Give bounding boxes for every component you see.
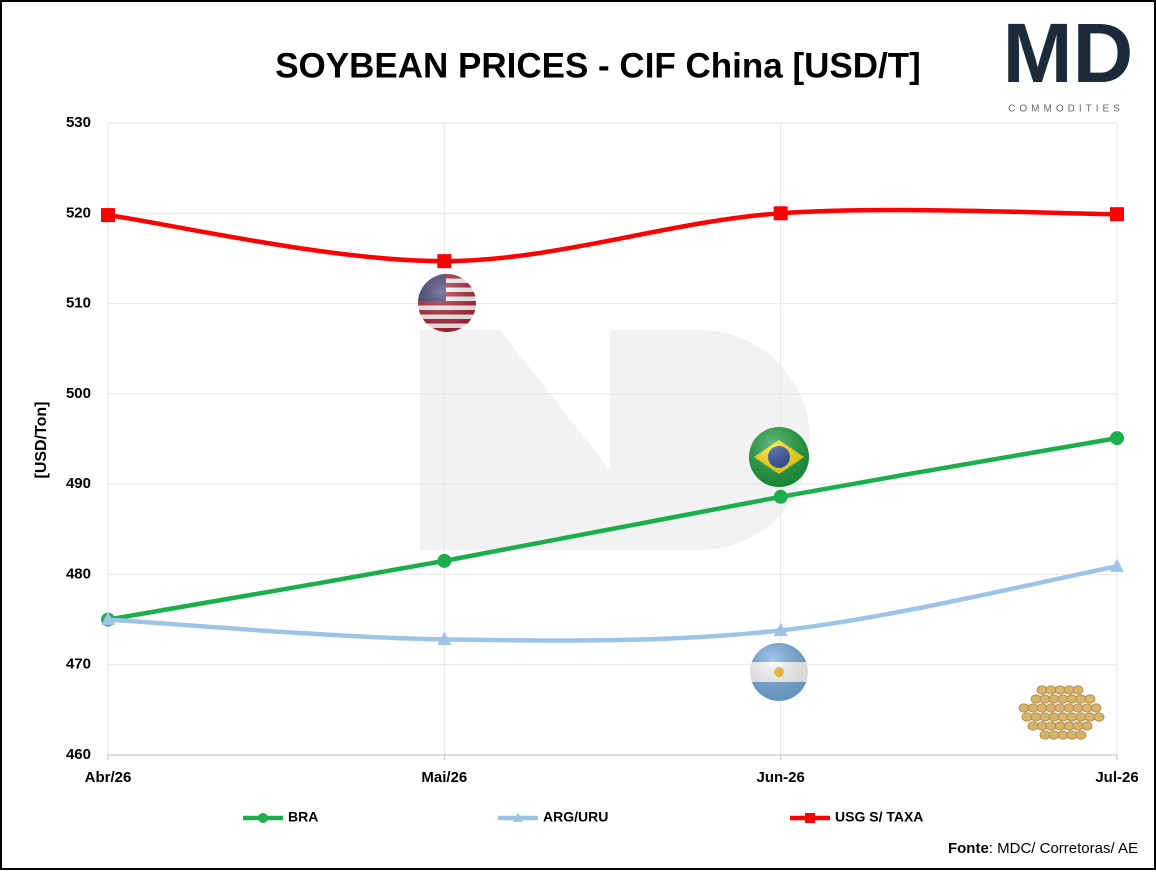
bean: [1066, 694, 1078, 704]
bean: [1072, 721, 1084, 731]
marker: [513, 812, 523, 822]
bean: [1048, 712, 1060, 722]
plot-area: 460 470 480 490 500 510 520 530 Abr/26 Mai/26 Jun-…: [66, 114, 1139, 786]
y-tick-label: 500: [66, 385, 91, 402]
bean: [1039, 694, 1051, 704]
bean: [1054, 703, 1066, 713]
legend-label: USG S/ TAXA: [835, 809, 923, 825]
bean: [1057, 712, 1069, 722]
bean: [1030, 712, 1042, 722]
marker: [773, 206, 788, 221]
bean: [1066, 730, 1078, 740]
bean: [1057, 730, 1069, 740]
y-axis-label: [USD/Ton]: [33, 401, 50, 478]
bean: [1084, 712, 1096, 722]
watermark: ​: [420, 330, 810, 550]
marker: [258, 813, 268, 823]
bean: [1072, 703, 1084, 713]
bean: [1045, 685, 1057, 695]
bean: [1045, 703, 1057, 713]
bean: [1018, 703, 1030, 713]
logo: MD COMMODITIES: [1003, 6, 1134, 114]
bean: [1027, 721, 1039, 731]
bean: [1054, 685, 1066, 695]
bean: [1027, 703, 1039, 713]
bean: [1066, 712, 1078, 722]
marker: [773, 489, 788, 504]
source: Fonte: MDC/ Corretoras/ AE: [948, 840, 1138, 857]
marker: [437, 254, 452, 269]
bean: [1081, 703, 1093, 713]
bean: [1036, 721, 1048, 731]
y-tick-label: 470: [66, 656, 91, 673]
bean: [1063, 721, 1075, 731]
marker: [437, 631, 452, 646]
x-tick-label: Abr/26: [85, 769, 132, 786]
y-tick-label: 480: [66, 565, 91, 582]
bean: [1045, 721, 1057, 731]
bean: [1090, 703, 1102, 713]
logo-mark: MD: [1003, 6, 1134, 100]
argentina-flag: [750, 643, 808, 701]
bean: [1054, 721, 1066, 731]
marker: [1110, 558, 1124, 572]
us-flag: [418, 274, 476, 332]
bean: [1039, 712, 1051, 722]
y-tick-label: 510: [66, 295, 91, 312]
y-tick-label: 530: [66, 114, 91, 131]
marker: [101, 611, 115, 626]
x-tick-label: Mai/26: [421, 769, 467, 786]
bean: [1036, 703, 1048, 713]
bean: [1063, 703, 1075, 713]
marker: [1110, 431, 1124, 446]
bean: [1039, 730, 1051, 740]
marker: [437, 553, 452, 568]
brazil-flag: [749, 427, 809, 487]
marker: [773, 622, 788, 637]
bean: [1063, 685, 1075, 695]
y-tick-label: 490: [66, 475, 91, 492]
bean: [1030, 694, 1042, 704]
bean: [1021, 712, 1033, 722]
bean: [1081, 721, 1093, 731]
series-line: [107, 435, 1118, 622]
legend-label: BRA: [288, 809, 318, 825]
marker: [805, 813, 815, 823]
bean: [1072, 685, 1084, 695]
bean: [1048, 730, 1060, 740]
source-text: : MDC/ Corretoras/ AE: [989, 840, 1138, 857]
bean: [1093, 712, 1105, 722]
bean: [1075, 694, 1087, 704]
x-tick-label: Jul-26: [1095, 769, 1138, 786]
marker: [1110, 207, 1124, 222]
source-label: Fonte: [948, 840, 989, 857]
logo-tagline: COMMODITIES: [1008, 104, 1124, 115]
series-line: [107, 564, 1118, 643]
marker: [101, 208, 115, 223]
bean: [1057, 694, 1069, 704]
legend: BRA ARG/URU USG S/ TAXA: [243, 809, 923, 825]
y-tick-label: 520: [66, 204, 91, 221]
y-tick-label: 460: [66, 746, 91, 763]
bean: [1084, 694, 1096, 704]
series-line: [107, 207, 1118, 264]
watermark-shape: [420, 330, 810, 550]
bean: [1075, 712, 1087, 722]
bean: [1075, 730, 1087, 740]
x-tick-label: Jun-26: [756, 769, 804, 786]
legend-label: ARG/URU: [543, 809, 608, 825]
bean: [1036, 685, 1048, 695]
soybeans: [1018, 685, 1105, 740]
bean: [1048, 694, 1060, 704]
chart-title: SOYBEAN PRICES - CIF China [USD/T]: [275, 46, 921, 85]
